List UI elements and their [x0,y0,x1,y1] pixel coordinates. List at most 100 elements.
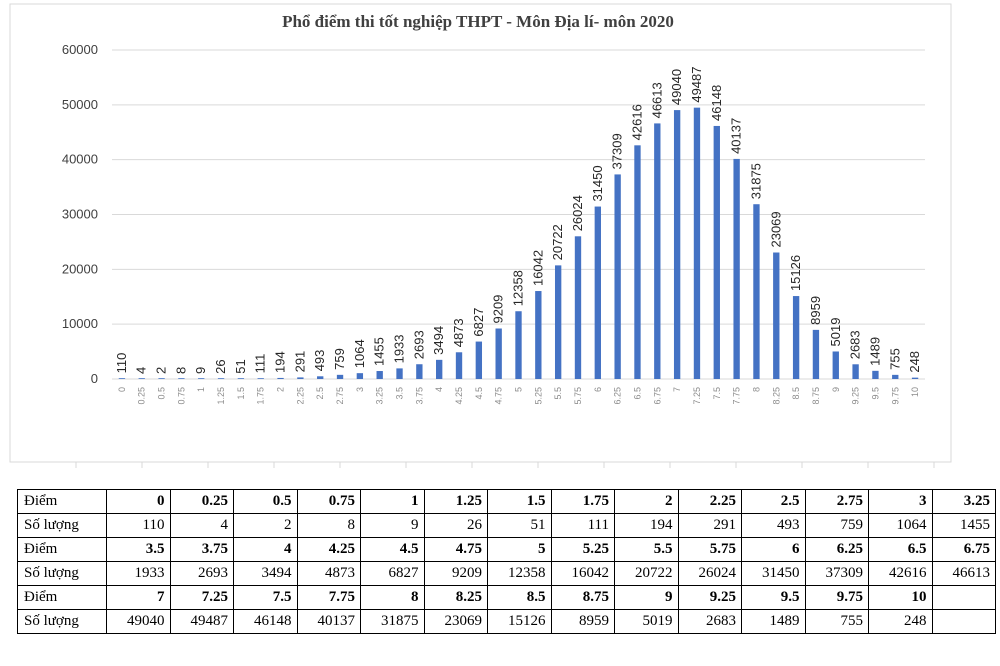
bar [673,110,681,379]
x-tick-label: 2 [276,387,286,392]
score-cell: 5.25 [550,537,615,562]
y-tick-label: 30000 [62,207,98,222]
data-label: 31875 [748,163,763,199]
y-tick-label: 10000 [62,316,98,331]
data-label: 1933 [392,334,407,363]
bar [554,265,562,379]
data-label: 26 [213,359,228,373]
data-label: 291 [292,351,307,373]
bar [594,206,601,379]
bar [455,352,463,379]
count-cell: 9 [360,513,425,538]
x-tick-label: 3 [355,387,365,392]
count-header-cell: Số lượng [17,561,107,586]
count-cell: 51 [487,513,552,538]
x-tick-label: 4.75 [494,387,504,405]
bar [416,364,423,379]
count-cell: 49487 [169,609,234,634]
score-cell: 1.25 [423,489,488,514]
bar [436,359,443,379]
score-cell: 4 [233,537,298,562]
score-header-cell: Điểm [17,537,107,562]
bar [733,158,740,379]
count-cell: 194 [614,513,679,538]
y-tick-label: 60000 [62,42,98,57]
data-label: 3494 [431,326,446,355]
score-cell: 3.5 [106,537,171,562]
count-cell: 4 [169,513,234,538]
x-tick-label: 8.75 [811,387,821,405]
count-cell: 4873 [296,561,361,586]
x-tick-label: 9.75 [890,387,900,405]
score-cell: 2 [614,489,679,514]
count-header-cell: Số lượng [17,513,107,538]
bar [693,107,701,379]
chart-frame [9,3,952,463]
data-label: 4 [134,367,149,374]
count-cell: 1933 [106,561,171,586]
x-tick-label: 7.75 [732,387,742,405]
bar [535,291,542,379]
score-cell: 1.5 [487,489,552,514]
count-cell: 8 [296,513,361,538]
count-cell: 31875 [360,609,425,634]
score-cell [931,585,996,610]
score-cell: 7 [106,585,171,610]
y-tick-label: 20000 [62,261,98,276]
data-label: 2693 [411,330,426,359]
count-cell: 2683 [677,609,742,634]
score-cell: 6 [741,537,806,562]
count-cell: 110 [106,513,171,538]
count-cell: 9209 [423,561,488,586]
data-label: 8 [173,367,188,374]
data-label: 23069 [768,211,783,247]
bar [356,373,364,379]
bar [237,378,245,379]
count-cell: 291 [677,513,742,538]
count-header-cell: Số lượng [17,609,107,634]
bar [178,378,185,379]
bar [297,377,304,379]
score-cell: 9.25 [677,585,742,610]
count-cell [931,609,996,634]
data-label: 51 [233,359,248,373]
bar [654,123,661,379]
count-cell: 111 [550,513,615,538]
count-cell: 49040 [106,609,171,634]
count-cell: 46613 [931,561,996,586]
table-row-counts: Số lượng 110 4 2 8 9 26 51 111 194 291 493 759 1064 14… [17,513,996,538]
chart-title: Phổ điểm thi tốt nghiệp THPT - Môn Địa l… [282,12,674,31]
count-cell: 16042 [550,561,615,586]
score-cell: 4.5 [360,537,425,562]
score-cell: 7.75 [296,585,361,610]
table-row-counts: Số lượng 1933 2693 3494 4873 6827 9209 12358 160… [17,561,996,586]
bar [872,370,879,379]
count-cell: 23069 [423,609,488,634]
score-cell: 1.75 [550,489,615,514]
data-label: 493 [312,350,327,372]
score-cell: 7.5 [233,585,298,610]
x-tick-label: 2.5 [315,387,325,400]
bar [118,378,126,379]
x-tick-label: 8.25 [771,387,781,405]
x-tick-label: 7 [672,387,682,392]
data-label: 248 [907,351,922,373]
x-tick-label: 8.5 [791,387,801,400]
data-label: 49487 [689,66,704,102]
x-tick-label: 8 [751,387,761,392]
x-tick-label: 5.5 [553,387,563,400]
score-cell: 5.5 [614,537,679,562]
score-cell: 8.5 [487,585,552,610]
bar [574,236,582,379]
x-tick-label: 9.25 [851,387,861,405]
score-cell: 5 [487,537,552,562]
x-tick-label: 0.5 [157,387,167,400]
count-cell: 1455 [931,513,996,538]
score-cell: 0 [106,489,171,514]
table-row-counts: Số lượng 49040 49487 46148 40137 31875 23069 15… [17,609,996,634]
bar [317,376,324,379]
count-cell: 1489 [741,609,806,634]
bar [475,341,483,379]
score-cell: 6.25 [804,537,869,562]
data-label: 1455 [372,337,387,366]
